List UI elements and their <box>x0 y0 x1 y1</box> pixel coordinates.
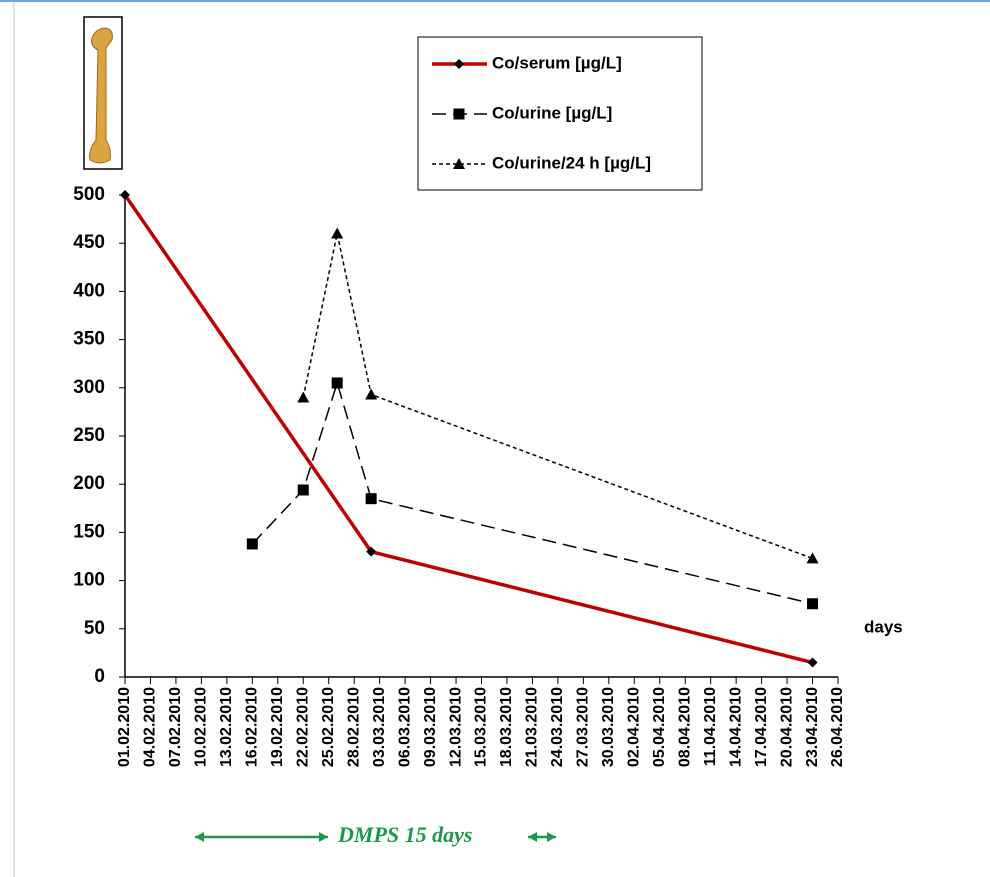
x-tick-label: 19.02.2010 <box>269 687 286 767</box>
x-tick-label: 07.02.2010 <box>167 687 184 767</box>
y-tick-label: 300 <box>73 377 105 398</box>
x-tick-label: 30.03.2010 <box>600 687 617 767</box>
marker <box>366 493 377 504</box>
y-tick-label: 0 <box>94 666 105 687</box>
x-tick-label: 11.04.2010 <box>702 687 719 766</box>
annotation: DMPS 15 days <box>195 822 556 847</box>
arrow-head <box>319 832 328 842</box>
marker <box>331 228 343 239</box>
y-tick-label: 500 <box>73 184 105 205</box>
x-tick-label: 26.04.2010 <box>829 687 846 767</box>
y-tick-label: 200 <box>73 473 105 494</box>
x-tick-label: 20.04.2010 <box>778 687 795 767</box>
x-tick-label: 22.02.2010 <box>294 687 311 767</box>
legend-label: Co/urine [µg/L] <box>492 103 612 122</box>
y-tick-label: 100 <box>73 570 105 591</box>
series-line <box>252 383 812 604</box>
arrow-head <box>547 832 556 842</box>
x-tick-label: 17.04.2010 <box>753 687 770 767</box>
x-tick-label: 16.02.2010 <box>244 687 261 767</box>
marker <box>807 552 819 563</box>
x-tick-label: 14.04.2010 <box>727 687 744 767</box>
y-tick-label: 400 <box>73 280 105 301</box>
y-tick-label: 350 <box>73 329 105 350</box>
y-tick-label: 450 <box>73 232 105 253</box>
legend-label: Co/serum [µg/L] <box>492 53 622 72</box>
x-tick-label: 08.04.2010 <box>676 687 693 767</box>
chart: days DMPS 15 days 0 50 100 150 200 250 300 350 4… <box>0 0 990 877</box>
marker <box>297 391 309 402</box>
x-tick-label: 27.03.2010 <box>575 687 592 767</box>
y-tick-label: 50 <box>84 618 105 639</box>
arrow-head <box>195 832 204 842</box>
arrow-head <box>528 832 537 842</box>
x-tick-label: 23.04.2010 <box>804 687 821 767</box>
series-line <box>303 234 812 559</box>
x-tick-label: 01.02.2010 <box>116 687 133 767</box>
x-tick-label: 03.03.2010 <box>371 687 388 767</box>
bone-image <box>84 17 122 169</box>
x-tick-label: 28.02.2010 <box>345 687 362 767</box>
x-tick-label: 21.03.2010 <box>524 687 541 767</box>
x-axis-label: days <box>864 617 903 636</box>
marker <box>247 538 258 549</box>
x-tick-label: 18.03.2010 <box>498 687 515 767</box>
marker <box>807 598 818 609</box>
x-tick-label: 02.04.2010 <box>626 687 643 767</box>
x-tick-label: 09.03.2010 <box>422 687 439 767</box>
y-tick-label: 250 <box>73 425 105 446</box>
x-tick-label: 10.02.2010 <box>193 687 210 767</box>
legend-label: Co/urine/24 h [µg/L] <box>492 153 651 172</box>
y-tick-label: 150 <box>73 521 105 542</box>
x-tick-label: 04.02.2010 <box>142 687 159 767</box>
x-tick-label: 06.03.2010 <box>396 687 413 767</box>
x-tick-label: 13.02.2010 <box>218 687 235 767</box>
marker <box>808 658 818 668</box>
x-tick-label: 25.02.2010 <box>320 687 337 767</box>
series-line <box>125 195 813 663</box>
x-tick-label: 05.04.2010 <box>651 687 668 767</box>
annotation-text: DMPS 15 days <box>337 822 472 847</box>
x-tick-label: 12.03.2010 <box>447 687 464 767</box>
marker <box>454 109 465 120</box>
marker <box>365 389 377 400</box>
x-tick-label: 15.03.2010 <box>473 687 490 767</box>
marker <box>298 484 309 495</box>
x-tick-label: 24.03.2010 <box>549 687 566 767</box>
marker <box>332 377 343 388</box>
